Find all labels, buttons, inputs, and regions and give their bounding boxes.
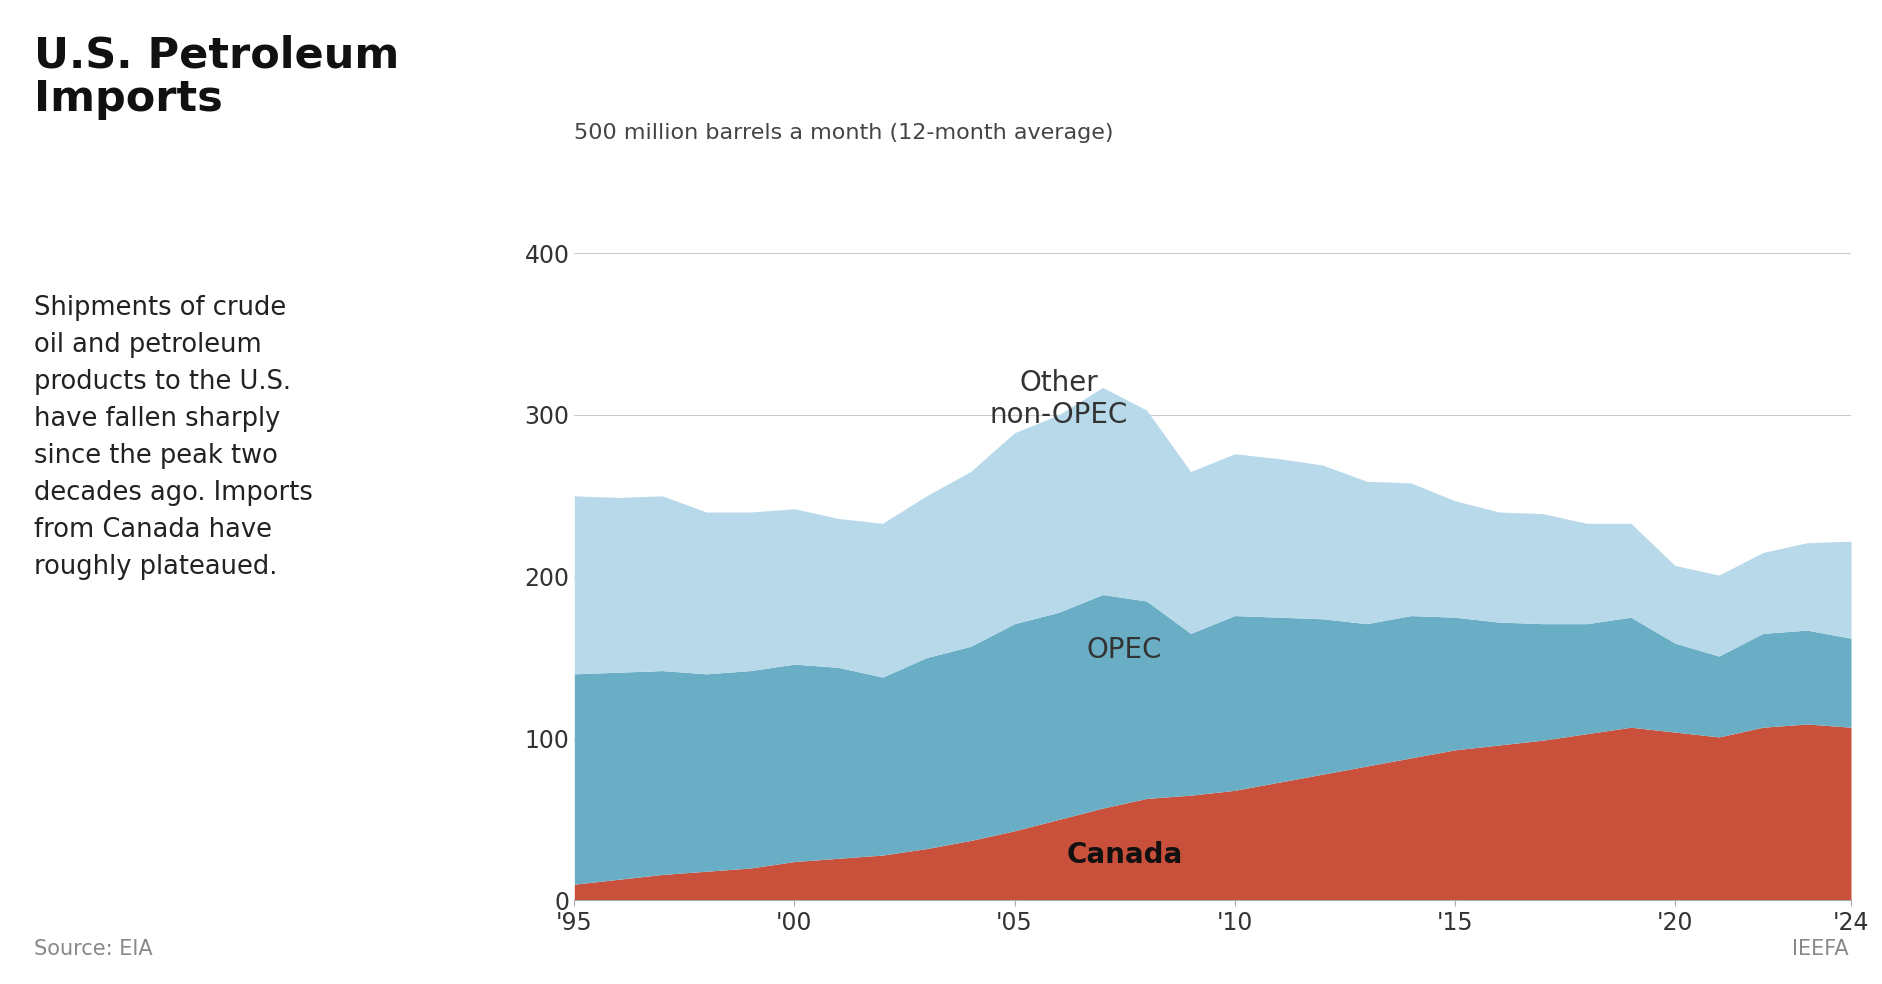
- Text: 500 million barrels a month (12-month average): 500 million barrels a month (12-month av…: [574, 123, 1114, 143]
- Text: Canada: Canada: [1065, 841, 1182, 869]
- Text: Source: EIA: Source: EIA: [34, 940, 152, 959]
- Text: U.S. Petroleum
Imports: U.S. Petroleum Imports: [34, 34, 399, 120]
- Text: Other
non-OPEC: Other non-OPEC: [988, 369, 1127, 429]
- Text: Shipments of crude
oil and petroleum
products to the U.S.
have fallen sharply
si: Shipments of crude oil and petroleum pro…: [34, 295, 312, 581]
- Text: OPEC: OPEC: [1086, 636, 1161, 663]
- Text: IEEFA: IEEFA: [1792, 940, 1848, 959]
